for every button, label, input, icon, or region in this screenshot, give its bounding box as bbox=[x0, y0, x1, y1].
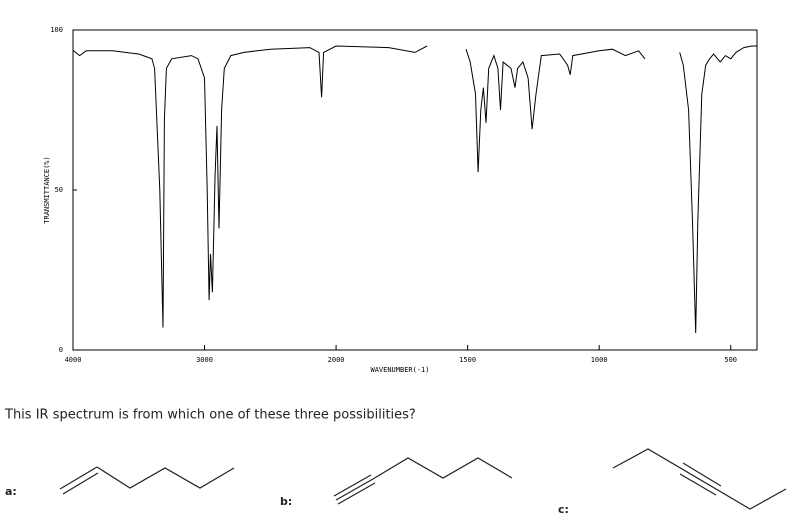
question: This IR spectrum is from which one of th… bbox=[4, 408, 416, 423]
option-label: c: bbox=[558, 503, 569, 516]
x-tick-label: 500 bbox=[724, 356, 737, 364]
spectrum-line bbox=[72, 45, 757, 334]
x-tick-label: 1500 bbox=[459, 356, 476, 364]
x-tick-label: 4000 bbox=[65, 356, 82, 364]
y-tick-label: 0 bbox=[59, 346, 63, 354]
molecule-a bbox=[59, 466, 235, 495]
option-label: a: bbox=[5, 485, 17, 498]
x-tick-label: 2000 bbox=[328, 356, 345, 364]
x-tick-label: 3000 bbox=[196, 356, 213, 364]
y-axis-label: TRANSMITTANCE(%) bbox=[43, 156, 51, 223]
molecule-c bbox=[612, 448, 787, 510]
y-tick-label: 100 bbox=[50, 26, 63, 34]
option-label: b: bbox=[280, 495, 292, 508]
y-tick-label: 50 bbox=[55, 186, 63, 194]
x-axis-label: WAVENUMBER(-1) bbox=[370, 366, 429, 374]
x-tick-label: 1000 bbox=[591, 356, 608, 364]
plot-frame bbox=[72, 29, 758, 351]
molecule-b bbox=[333, 457, 513, 505]
